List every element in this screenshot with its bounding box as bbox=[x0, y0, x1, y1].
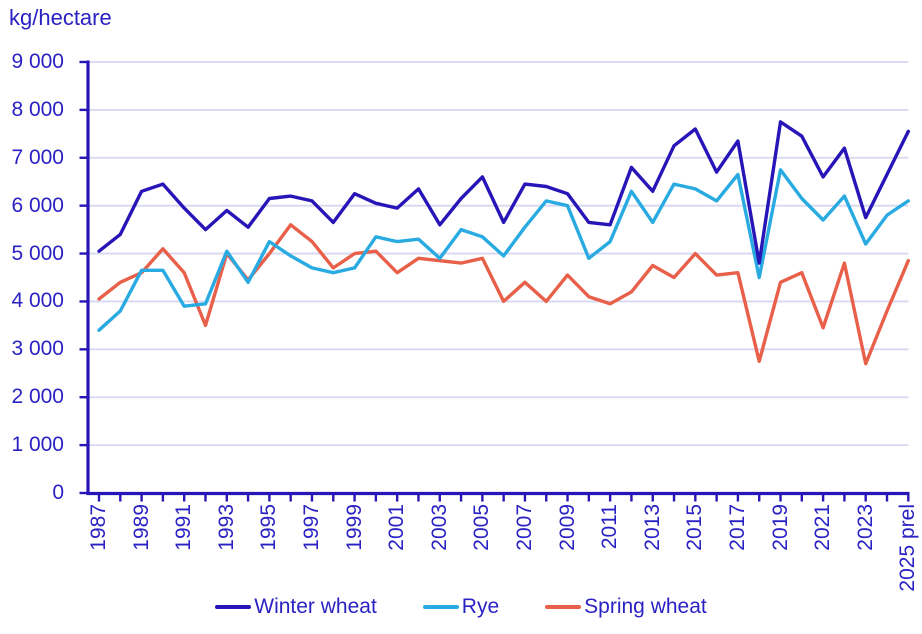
winter-wheat-line bbox=[97, 120, 910, 265]
legend-line-rye-icon bbox=[422, 605, 459, 609]
x-tick-label: 2017 bbox=[725, 504, 749, 551]
legend: Winter wheat Rye Spring wheat bbox=[0, 595, 922, 619]
x-tick-label: 2003 bbox=[427, 504, 451, 551]
y-tick-label: 5 000 bbox=[11, 241, 64, 265]
y-axis-unit-label: kg/hectare bbox=[9, 5, 112, 30]
y-tick-label: 2 000 bbox=[11, 385, 64, 409]
x-tick-label: 1987 bbox=[87, 504, 110, 551]
x-tick-label: 2009 bbox=[555, 504, 579, 551]
x-tick-label: 2013 bbox=[640, 504, 664, 551]
x-tick-label: 1999 bbox=[342, 504, 366, 551]
x-tick-label: 2005 bbox=[470, 504, 494, 551]
x-tick-label: 1991 bbox=[172, 504, 196, 551]
legend-item-spring-wheat: Spring wheat bbox=[545, 595, 707, 619]
x-tick-label: 2019 bbox=[768, 504, 792, 551]
spring-wheat-line bbox=[97, 223, 910, 366]
x-tick-label: 1995 bbox=[257, 504, 281, 551]
x-tick-label: 2021 bbox=[811, 504, 835, 551]
legend-line-winter-wheat-icon bbox=[215, 605, 252, 609]
y-tick-label: 7 000 bbox=[11, 145, 64, 169]
y-tick-label: 6 000 bbox=[11, 193, 64, 217]
rye-line bbox=[97, 168, 910, 332]
x-tick-label: 1993 bbox=[214, 504, 238, 551]
legend-item-winter-wheat: Winter wheat bbox=[215, 595, 377, 619]
x-tick-label: 1989 bbox=[129, 504, 153, 551]
legend-line-spring-wheat-icon bbox=[545, 605, 582, 609]
x-tick-label: 2025 prel bbox=[896, 504, 920, 592]
legend-label-winter-wheat: Winter wheat bbox=[254, 595, 377, 618]
x-tick-label: 2001 bbox=[385, 504, 409, 551]
legend-label-rye: Rye bbox=[461, 595, 500, 618]
legend-item-rye: Rye bbox=[422, 595, 500, 619]
y-tick-label: 9 000 bbox=[11, 50, 64, 73]
x-tick-label: 2011 bbox=[598, 504, 622, 550]
x-tick-label: 2015 bbox=[683, 504, 707, 551]
legend-label-spring-wheat: Spring wheat bbox=[584, 595, 707, 618]
y-tick-label: 3 000 bbox=[11, 337, 64, 361]
x-tick-label: 2023 bbox=[853, 504, 877, 551]
y-tick-label: 8 000 bbox=[11, 97, 64, 121]
x-tick-label: 2007 bbox=[512, 504, 536, 551]
x-tick-label: 1997 bbox=[299, 504, 323, 551]
y-tick-label: 4 000 bbox=[11, 289, 64, 313]
y-tick-label: 1 000 bbox=[11, 433, 64, 457]
y-tick-label: 0 bbox=[52, 481, 64, 504]
